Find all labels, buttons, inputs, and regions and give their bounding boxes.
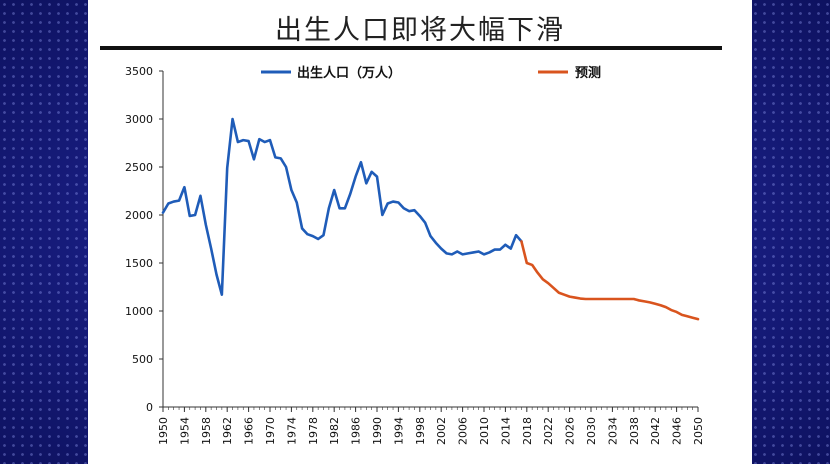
- y-tick-label: 0: [146, 401, 153, 414]
- x-tick-label: 1982: [328, 417, 341, 445]
- title-underline: [100, 46, 722, 50]
- x-tick-label: 2006: [457, 417, 470, 445]
- chart-axes: 0 500 1000 1500 2000 2500 3000 3500 1950 1954 1958…: [125, 65, 705, 445]
- dot-pattern-left: [0, 0, 88, 464]
- x-tick-label: 1970: [264, 417, 277, 445]
- x-tick-label: 2010: [478, 417, 491, 445]
- legend-label-forecast: 预测: [575, 65, 601, 81]
- x-tick-label: 2038: [628, 417, 641, 445]
- x-tick-label: 2018: [521, 417, 534, 445]
- x-tick-label: 2042: [649, 417, 662, 445]
- x-tick-label: 2002: [435, 417, 448, 445]
- x-tick-label: 1958: [200, 417, 213, 445]
- y-tick-label: 1000: [125, 305, 153, 318]
- x-tick-label: 1998: [414, 417, 427, 445]
- x-tick-label: 1974: [285, 417, 298, 445]
- chart-legend: 出生人口（万人） 预测: [261, 65, 601, 81]
- legend-label-actual: 出生人口（万人）: [297, 65, 401, 81]
- slide: 出生人口即将大幅下滑 0 500 1000 1500 2000 2500 3000 3500 1…: [88, 0, 752, 464]
- y-tick-label: 2000: [125, 209, 153, 222]
- series-line-actual: [161, 117, 523, 296]
- x-tick-label: 2046: [671, 417, 684, 445]
- y-tick-label: 2500: [125, 161, 153, 174]
- chart-series: [161, 117, 700, 321]
- x-tick-label: 1954: [178, 417, 191, 445]
- y-tick-label: 1500: [125, 257, 153, 270]
- x-tick-label: 1962: [221, 417, 234, 445]
- x-tick-label: 1990: [371, 417, 384, 445]
- y-tick-label: 3500: [125, 65, 153, 78]
- x-tick-label: 1966: [243, 417, 256, 445]
- y-tick-label: 500: [132, 353, 153, 366]
- series-line-forecast: [520, 240, 700, 321]
- x-tick-label: 1994: [392, 417, 405, 445]
- x-tick-label: 2050: [692, 417, 705, 445]
- x-tick-label: 2030: [585, 417, 598, 445]
- y-tick-label: 3000: [125, 113, 153, 126]
- line-chart: 0 500 1000 1500 2000 2500 3000 3500 1950 1954 1958…: [125, 65, 705, 445]
- slide-title: 出生人口即将大幅下滑: [275, 15, 565, 46]
- x-tick-label: 1986: [350, 417, 363, 445]
- x-tick-label: 1950: [157, 417, 170, 445]
- x-tick-label: 2034: [606, 417, 619, 445]
- x-tick-label: 2014: [499, 417, 512, 445]
- x-tick-label: 2026: [564, 417, 577, 445]
- x-tick-label: 2022: [542, 417, 555, 445]
- dot-pattern-right: [742, 0, 830, 464]
- x-tick-label: 1978: [307, 417, 320, 445]
